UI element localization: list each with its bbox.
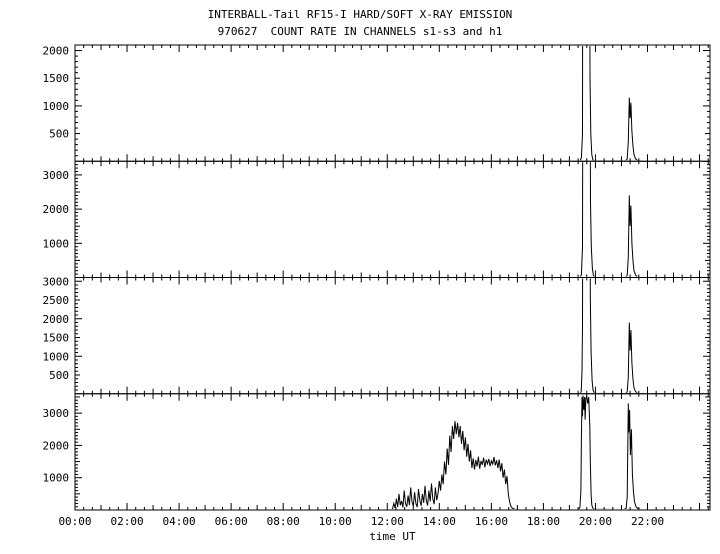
ytick-label: 2500 — [43, 294, 70, 307]
ytick-label: 2000 — [43, 45, 70, 58]
xtick-label: 08:00 — [267, 515, 300, 528]
panel-border-s3 — [74, 277, 711, 395]
ytick-label: 2000 — [43, 203, 70, 216]
ytick-label: 1500 — [43, 332, 70, 345]
panel-border-s2 — [74, 160, 711, 278]
trace-s3 — [579, 278, 639, 393]
trace-s1 — [579, 46, 639, 161]
xtick-label: 12:00 — [371, 515, 404, 528]
ytick-label: 3000 — [43, 275, 70, 288]
ytick-label: 1000 — [43, 237, 70, 250]
chart-title: INTERBALL-Tail RF15-I HARD/SOFT X-RAY EM… — [207, 8, 513, 21]
ytick-label: 1500 — [43, 72, 70, 85]
xtick-label: 10:00 — [319, 515, 352, 528]
xtick-label: 00:00 — [58, 515, 91, 528]
xtick-label: 04:00 — [163, 515, 196, 528]
ytick-label: 1000 — [43, 350, 70, 363]
ytick-label: 3000 — [43, 169, 70, 182]
trace-h1 — [391, 395, 641, 509]
ytick-label: 3000 — [43, 407, 70, 420]
ytick-label: 500 — [49, 369, 69, 382]
xtick-label: 02:00 — [110, 515, 143, 528]
xtick-label: 14:00 — [423, 515, 456, 528]
xtick-label: 16:00 — [475, 515, 508, 528]
panel-border-h1 — [74, 393, 711, 511]
ytick-label: 2000 — [43, 439, 70, 452]
ytick-label: 500 — [49, 128, 69, 141]
ytick-label: 2000 — [43, 313, 70, 326]
ytick-label: 1000 — [43, 472, 70, 485]
xtick-label: 20:00 — [579, 515, 612, 528]
x-axis-label: time UT — [369, 530, 416, 543]
xtick-label: 18:00 — [527, 515, 560, 528]
ytick-label: 1000 — [43, 100, 70, 113]
xtick-label: 22:00 — [631, 515, 664, 528]
trace-s2 — [579, 162, 639, 277]
xtick-label: 06:00 — [215, 515, 248, 528]
chart-subtitle: 970627 COUNT RATE IN CHANNELS s1-s3 and … — [217, 25, 503, 38]
panel-border-s1 — [74, 44, 711, 162]
